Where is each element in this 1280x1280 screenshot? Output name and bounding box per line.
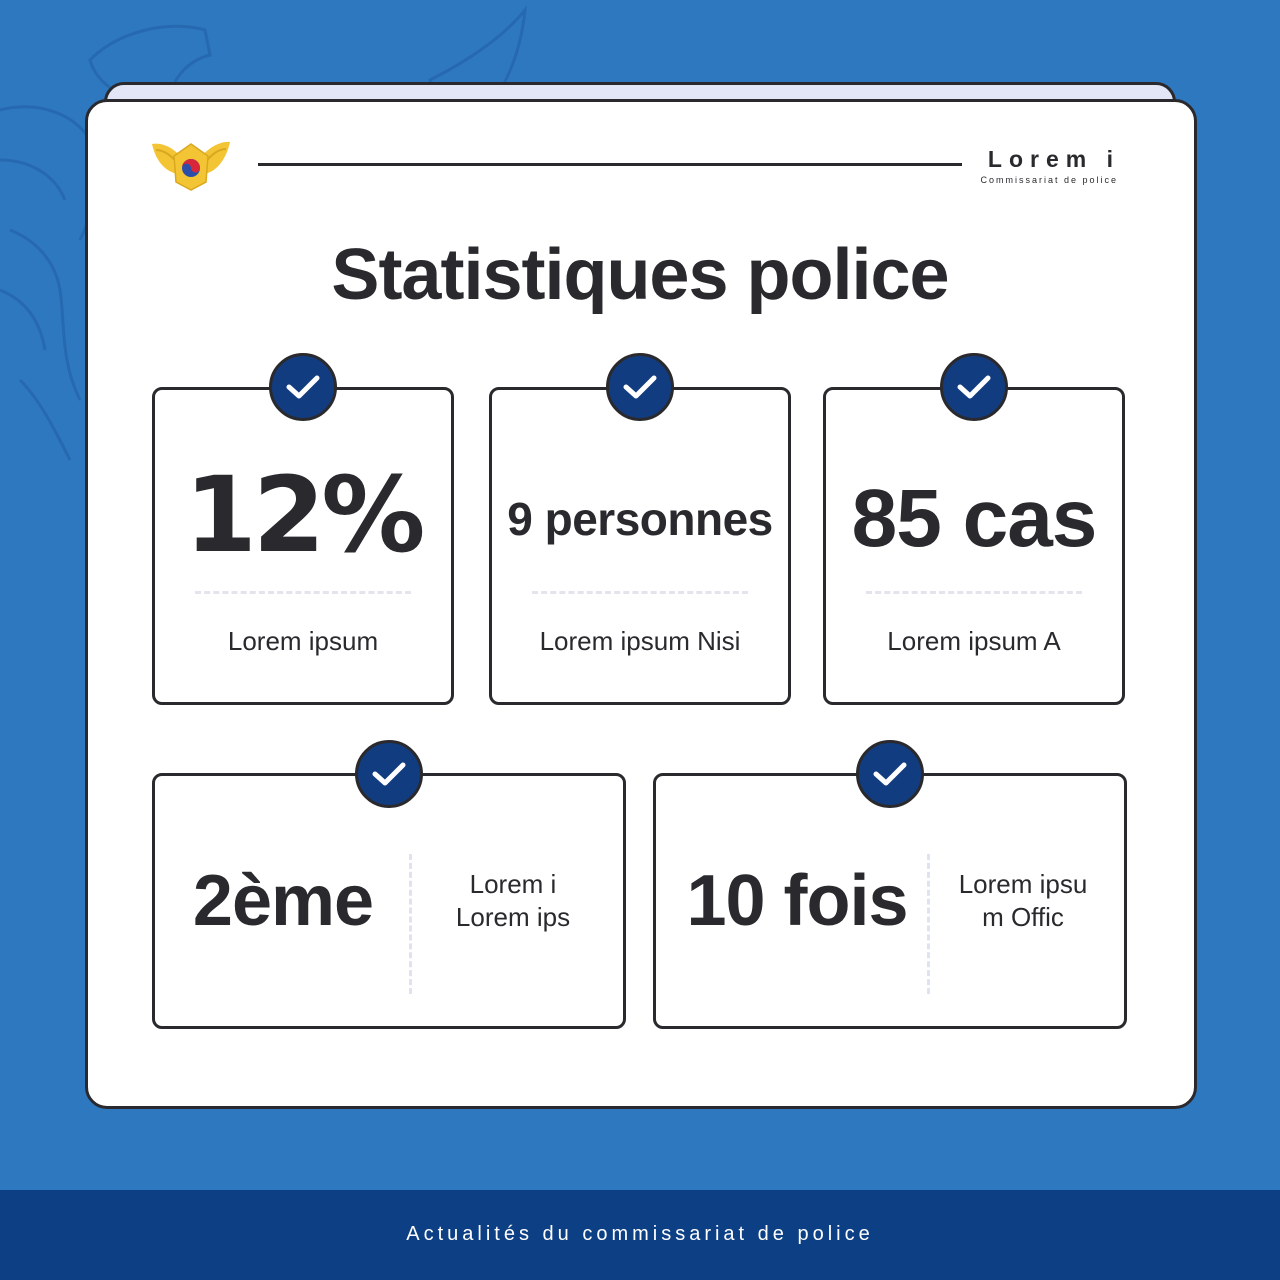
page-title: Statistiques police [331, 235, 949, 315]
stat-label-line: Lorem ips [455, 902, 571, 932]
stat-card-wide: 2ème Lorem i Lorem ips [152, 773, 626, 1029]
org-name: Lorem i [987, 146, 1120, 172]
stat-label: Lorem i Lorem ips [413, 776, 613, 1026]
stat-label: Lorem ipsum A [887, 626, 1061, 656]
stat-value: 2ème [192, 861, 374, 941]
stat-divider [195, 591, 411, 594]
stat-card-wide: 10 fois Lorem ipsu m Offic [653, 773, 1127, 1029]
stat-card: 12% Lorem ipsum [152, 387, 454, 705]
stat-card: 85 cas Lorem ipsum A [823, 387, 1125, 705]
stat-divider [409, 854, 412, 994]
stat-label-line: m Offic [982, 902, 1064, 932]
stat-card: 9 personnes Lorem ipsum Nisi [489, 387, 791, 705]
footer-text: Actualités du commissariat de police [406, 1223, 874, 1245]
stat-value: 9 personnes [507, 493, 773, 545]
check-icon [606, 353, 674, 421]
stat-value: 10 fois [686, 861, 908, 941]
stat-label: Lorem ipsum Nisi [539, 626, 741, 656]
check-icon [269, 353, 337, 421]
check-icon [940, 353, 1008, 421]
stat-label: Lorem ipsum [227, 626, 379, 656]
header-rule [258, 163, 962, 166]
police-emblem-icon [152, 141, 230, 191]
stat-label-line: Lorem ipsu [958, 869, 1088, 899]
stat-label-line: Lorem i [469, 869, 557, 899]
stat-value: 85 cas [851, 473, 1098, 564]
check-icon [856, 740, 924, 808]
org-subtitle: Commissariat de police [980, 175, 1118, 185]
stat-value: 12% [184, 454, 426, 576]
footer-bar [0, 1190, 1280, 1280]
stat-divider [927, 854, 930, 994]
stat-label: Lorem ipsu m Offic [932, 776, 1114, 1026]
stat-divider [532, 591, 748, 594]
check-icon [355, 740, 423, 808]
stat-divider [866, 591, 1082, 594]
